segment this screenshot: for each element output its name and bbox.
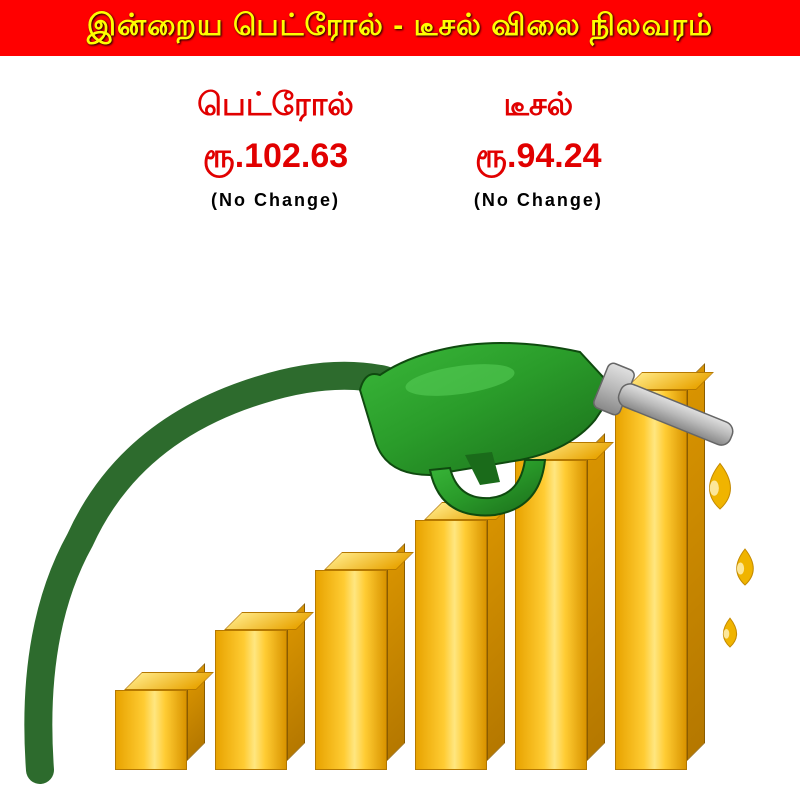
petrol-note: (No Change) [197, 190, 354, 211]
bar-2 [215, 612, 305, 770]
diesel-block: டீசல் ரூ.94.24 (No Change) [474, 86, 603, 211]
diesel-note: (No Change) [474, 190, 603, 211]
petrol-price: ரூ.102.63 [197, 137, 354, 180]
infographic-area [0, 280, 800, 800]
oil-drop-3 [723, 618, 736, 647]
petrol-block: பெட்ரோல் ரூ.102.63 (No Change) [197, 86, 354, 211]
nozzle-spout [616, 381, 736, 448]
prices-row: பெட்ரோல் ரூ.102.63 (No Change) டீசல் ரூ.… [0, 86, 800, 211]
header-title: இன்றைய பெட்ரோல் - டீசல் விலை நிலவரம் [87, 9, 713, 47]
header-banner: இன்றைய பெட்ரோல் - டீசல் விலை நிலவரம் [0, 0, 800, 56]
bar-1 [115, 672, 205, 770]
oil-drop-highlight-3 [724, 629, 730, 639]
bar-3 [315, 552, 405, 770]
diesel-price: ரூ.94.24 [474, 137, 603, 180]
fuel-nozzle [320, 310, 740, 570]
petrol-label: பெட்ரோல் [197, 86, 354, 127]
diesel-label: டீசல் [474, 86, 603, 127]
